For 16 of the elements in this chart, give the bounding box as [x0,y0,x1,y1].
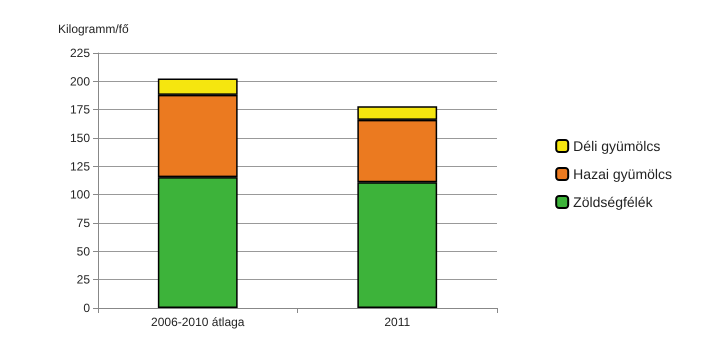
y-tick-label: 200 [70,74,90,88]
y-tick-label: 75 [76,216,90,230]
y-tick-label: 225 [70,46,90,60]
y-tick-label: 125 [70,159,90,174]
y-tick-label: 25 [76,272,90,287]
legend-label: Hazai gyümölcs [573,166,672,182]
legend-label: Déli gyümölcs [573,138,660,154]
y-axis-title: Kilogramm/fő [58,22,130,36]
y-tick-label: 50 [76,244,90,258]
x-tick-label: 2006-2010 átlaga [151,315,245,329]
x-tick-label: 2011 [384,315,410,329]
y-tick-label: 175 [70,102,90,117]
y-tick-label: 0 [83,301,90,315]
y-tick-label: 150 [70,131,90,145]
legend-label: Zöldségfélék [573,194,654,210]
y-tick-label: 100 [70,188,90,202]
